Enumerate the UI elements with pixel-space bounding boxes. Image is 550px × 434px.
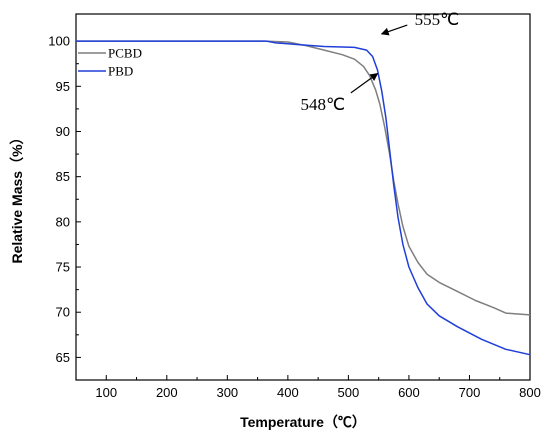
x-tick-label: 100 (95, 385, 117, 400)
x-tick-label: 300 (216, 385, 238, 400)
series-line-pcbd (76, 40, 531, 316)
y-tick-label: 80 (56, 214, 70, 229)
x-tick-label: 800 (519, 385, 541, 400)
y-tick-label: 90 (56, 124, 70, 139)
plot-frame (75, 13, 531, 381)
series-line-pbd (76, 40, 531, 356)
annotation-label: 555℃ (415, 10, 460, 29)
x-tick-label: 500 (338, 385, 360, 400)
x-tick-label: 700 (459, 385, 481, 400)
x-tick-label: 400 (277, 385, 299, 400)
y-tick-label: 65 (56, 350, 70, 365)
y-tick-label: 85 (56, 169, 70, 184)
y-tick-label: 100 (48, 34, 70, 49)
annotation-arrow (380, 24, 408, 36)
y-tick-label: 95 (56, 79, 70, 94)
y-tick-label: 75 (56, 260, 70, 275)
x-axis-title: Temperature（℃） (240, 414, 366, 430)
y-tick-label: 70 (56, 305, 70, 320)
annotation-label: 548℃ (301, 95, 346, 114)
legend-label: PCBD (108, 46, 142, 61)
x-tick-label: 200 (156, 385, 178, 400)
legend: PCBD PBD (78, 46, 142, 79)
annotation-arrow (350, 73, 379, 94)
y-axis-title: Relative Mass（%） (9, 130, 25, 263)
legend-label: PBD (108, 64, 133, 79)
x-tick-label: 600 (398, 385, 420, 400)
